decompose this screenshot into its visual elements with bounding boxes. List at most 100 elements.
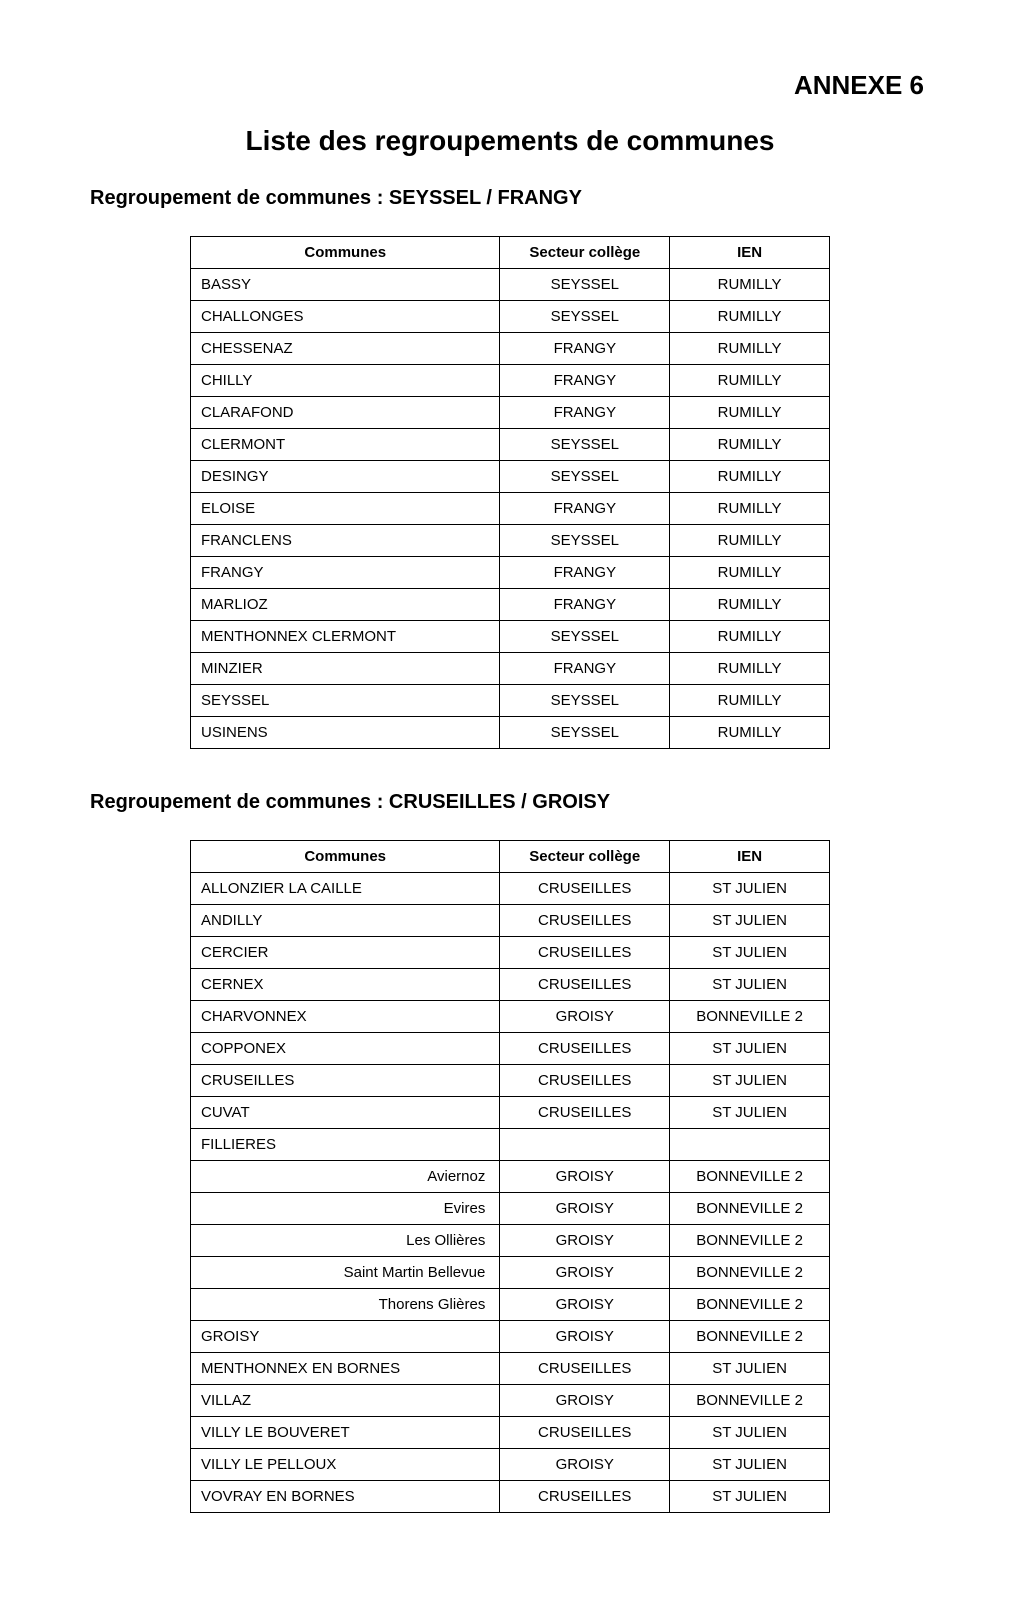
cell-secteur: SEYSSEL (500, 717, 670, 749)
cell-secteur: CRUSEILLES (500, 1417, 670, 1449)
cell-commune: Thorens Glières (191, 1289, 500, 1321)
cell-commune: USINENS (191, 717, 500, 749)
table-row: ELOISEFRANGYRUMILLY (191, 493, 830, 525)
communes-table-1: Communes Secteur collège IEN ALLONZIER L… (190, 840, 830, 1513)
cell-secteur: CRUSEILLES (500, 1481, 670, 1513)
annexe-label: ANNEXE 6 (90, 70, 930, 101)
cell-commune: VILLY LE PELLOUX (191, 1449, 500, 1481)
cell-ien: BONNEVILLE 2 (670, 1321, 830, 1353)
cell-ien: RUMILLY (670, 589, 830, 621)
cell-commune: BASSY (191, 269, 500, 301)
table-row: DESINGYSEYSSELRUMILLY (191, 461, 830, 493)
table-wrap-1: Communes Secteur collège IEN ALLONZIER L… (90, 840, 930, 1513)
table-row: CLERMONTSEYSSELRUMILLY (191, 429, 830, 461)
cell-secteur: SEYSSEL (500, 269, 670, 301)
cell-commune: COPPONEX (191, 1033, 500, 1065)
cell-secteur: CRUSEILLES (500, 1033, 670, 1065)
cell-ien: ST JULIEN (670, 969, 830, 1001)
cell-secteur: GROISY (500, 1225, 670, 1257)
cell-ien: ST JULIEN (670, 1097, 830, 1129)
cell-ien: BONNEVILLE 2 (670, 1193, 830, 1225)
cell-commune: GROISY (191, 1321, 500, 1353)
table-row: CHESSENAZFRANGYRUMILLY (191, 333, 830, 365)
cell-commune: CLARAFOND (191, 397, 500, 429)
cell-commune: CUVAT (191, 1097, 500, 1129)
cell-commune: VOVRAY EN BORNES (191, 1481, 500, 1513)
table-row: CERNEXCRUSEILLESST JULIEN (191, 969, 830, 1001)
cell-ien: RUMILLY (670, 621, 830, 653)
section-heading-0: Regroupement de communes : SEYSSEL / FRA… (90, 187, 930, 210)
table-row: CUVATCRUSEILLESST JULIEN (191, 1097, 830, 1129)
cell-secteur: GROISY (500, 1449, 670, 1481)
table-header-row: Communes Secteur collège IEN (191, 237, 830, 269)
table-row: Thorens GlièresGROISYBONNEVILLE 2 (191, 1289, 830, 1321)
cell-secteur: SEYSSEL (500, 461, 670, 493)
cell-ien: BONNEVILLE 2 (670, 1001, 830, 1033)
cell-ien: ST JULIEN (670, 1033, 830, 1065)
cell-secteur: FRANGY (500, 333, 670, 365)
cell-ien: RUMILLY (670, 301, 830, 333)
cell-ien: BONNEVILLE 2 (670, 1385, 830, 1417)
cell-ien: ST JULIEN (670, 1449, 830, 1481)
table-row: CLARAFONDFRANGYRUMILLY (191, 397, 830, 429)
cell-ien: RUMILLY (670, 397, 830, 429)
col-header-secteur: Secteur collège (500, 841, 670, 873)
cell-ien: RUMILLY (670, 269, 830, 301)
table-body-1: ALLONZIER LA CAILLECRUSEILLESST JULIENAN… (191, 873, 830, 1513)
cell-commune: MINZIER (191, 653, 500, 685)
table-row: Saint Martin BellevueGROISYBONNEVILLE 2 (191, 1257, 830, 1289)
cell-commune: DESINGY (191, 461, 500, 493)
cell-secteur: GROISY (500, 1193, 670, 1225)
table-row: VILLAZGROISYBONNEVILLE 2 (191, 1385, 830, 1417)
cell-commune: Les Ollières (191, 1225, 500, 1257)
cell-commune: CHILLY (191, 365, 500, 397)
cell-ien: ST JULIEN (670, 1417, 830, 1449)
col-header-secteur: Secteur collège (500, 237, 670, 269)
section-heading-1: Regroupement de communes : CRUSEILLES / … (90, 791, 930, 814)
table-row: BASSYSEYSSELRUMILLY (191, 269, 830, 301)
cell-secteur: FRANGY (500, 365, 670, 397)
cell-secteur: SEYSSEL (500, 621, 670, 653)
cell-secteur: CRUSEILLES (500, 1353, 670, 1385)
cell-commune: ANDILLY (191, 905, 500, 937)
cell-ien: ST JULIEN (670, 937, 830, 969)
cell-secteur: FRANGY (500, 397, 670, 429)
cell-secteur: GROISY (500, 1385, 670, 1417)
cell-ien: ST JULIEN (670, 905, 830, 937)
cell-commune: ELOISE (191, 493, 500, 525)
cell-ien: RUMILLY (670, 493, 830, 525)
cell-ien: RUMILLY (670, 333, 830, 365)
table-row: EviresGROISYBONNEVILLE 2 (191, 1193, 830, 1225)
page-title: Liste des regroupements de communes (90, 125, 930, 157)
cell-commune: MARLIOZ (191, 589, 500, 621)
table-row: AviernozGROISYBONNEVILLE 2 (191, 1161, 830, 1193)
table-row: GROISYGROISYBONNEVILLE 2 (191, 1321, 830, 1353)
table-row: CHALLONGESSEYSSELRUMILLY (191, 301, 830, 333)
table-row: MENTHONNEX CLERMONTSEYSSELRUMILLY (191, 621, 830, 653)
cell-ien: ST JULIEN (670, 1065, 830, 1097)
table-row: VOVRAY EN BORNESCRUSEILLESST JULIEN (191, 1481, 830, 1513)
cell-secteur: FRANGY (500, 589, 670, 621)
cell-secteur: SEYSSEL (500, 301, 670, 333)
table-row: MENTHONNEX EN BORNESCRUSEILLESST JULIEN (191, 1353, 830, 1385)
table-body-0: BASSYSEYSSELRUMILLYCHALLONGESSEYSSELRUMI… (191, 269, 830, 749)
cell-commune: CERCIER (191, 937, 500, 969)
cell-secteur: CRUSEILLES (500, 905, 670, 937)
cell-commune: FRANCLENS (191, 525, 500, 557)
table-row: FRANGYFRANGYRUMILLY (191, 557, 830, 589)
cell-secteur: FRANGY (500, 493, 670, 525)
cell-secteur: GROISY (500, 1289, 670, 1321)
col-header-ien: IEN (670, 237, 830, 269)
cell-secteur: SEYSSEL (500, 429, 670, 461)
cell-ien: RUMILLY (670, 525, 830, 557)
cell-secteur (500, 1129, 670, 1161)
table-row: CHILLYFRANGYRUMILLY (191, 365, 830, 397)
table-row: CHARVONNEXGROISYBONNEVILLE 2 (191, 1001, 830, 1033)
cell-secteur: FRANGY (500, 557, 670, 589)
cell-secteur: GROISY (500, 1001, 670, 1033)
cell-secteur: CRUSEILLES (500, 1097, 670, 1129)
table-row: COPPONEXCRUSEILLESST JULIEN (191, 1033, 830, 1065)
cell-ien: RUMILLY (670, 365, 830, 397)
page: ANNEXE 6 Liste des regroupements de comm… (0, 0, 1020, 1615)
table-row: USINENSSEYSSELRUMILLY (191, 717, 830, 749)
